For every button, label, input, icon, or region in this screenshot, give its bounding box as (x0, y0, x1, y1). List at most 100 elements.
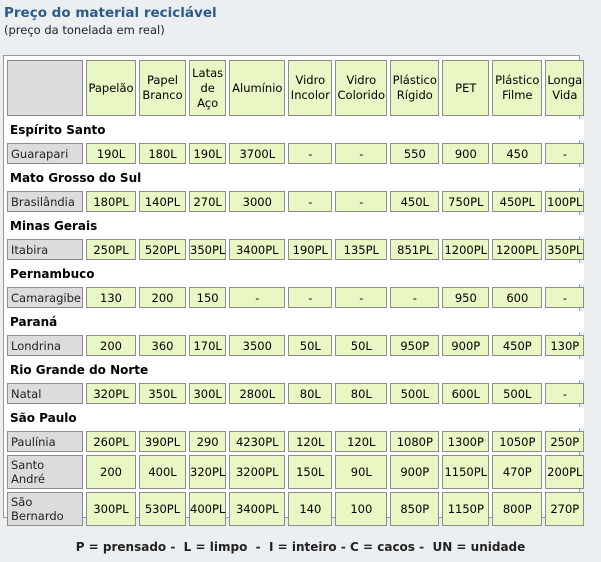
city-name: Londrina (7, 335, 83, 356)
price-cell: 350L (139, 383, 186, 404)
header-row: Papelão Papel Branco Latas de Aço Alumínio Vidr… (7, 60, 585, 116)
price-cell: 50L (335, 335, 388, 356)
price-cell: 900 (442, 143, 490, 164)
price-cell: 3400PL (229, 239, 286, 260)
price-cell: - (390, 287, 440, 308)
city-name: Brasilândia (7, 191, 83, 212)
price-cell: 1300P (442, 431, 490, 452)
price-cell: 50L (288, 335, 333, 356)
table-row: Camaragibe 130 200 150- - - -950 600- (7, 287, 585, 308)
table-row: Itabira 250PL 520PL 350PL 3400PL 190PL 135PL 85… (7, 239, 585, 260)
price-cell: 80L (335, 383, 388, 404)
price-cell: 190L (189, 143, 227, 164)
price-cell: 150L (288, 455, 333, 489)
column-header: Alumínio (229, 60, 286, 116)
price-cell: 190PL (288, 239, 333, 260)
price-cell: - (335, 191, 388, 212)
price-cell: 1200PL (492, 239, 543, 260)
table-row: Guarapari 190L 180L 190L 3700L - -550 900 450- (7, 143, 585, 164)
state-row: Mato Grosso do Sul (7, 167, 585, 188)
table-row: Paulínia 260PL 390PL 290 4230PL 120L 120L 1080P… (7, 431, 585, 452)
price-cell: - (288, 191, 333, 212)
state-name: Pernambuco (7, 263, 585, 284)
price-cell: 500L (492, 383, 543, 404)
city-name: Guarapari (7, 143, 83, 164)
column-header: Plástico Filme (492, 60, 543, 116)
price-cell: 1150PL (442, 455, 490, 489)
price-cell: 90L (335, 455, 388, 489)
price-cell: 3700L (229, 143, 286, 164)
legend: P = prensado - L = limpo - I = inteiro -… (75, 540, 526, 554)
price-cell: 320PL (189, 455, 227, 489)
state-name: São Paulo (7, 407, 585, 428)
price-cell: 3000 (229, 191, 286, 212)
price-cell: 135PL (335, 239, 388, 260)
price-cell: - (545, 287, 585, 308)
price-cell: 140PL (139, 191, 186, 212)
price-cell: 3400PL (229, 492, 286, 526)
price-cell: 200PL (545, 455, 585, 489)
state-name: Mato Grosso do Sul (7, 167, 585, 188)
price-cell: 150 (189, 287, 227, 308)
price-cell: 200 (139, 287, 186, 308)
state-row: Espírito Santo (7, 119, 585, 140)
price-cell: 400PL (189, 492, 227, 526)
city-name: Itabira (7, 239, 83, 260)
price-cell: 450 (492, 143, 543, 164)
price-cell: 390PL (139, 431, 186, 452)
state-row: São Paulo (7, 407, 585, 428)
price-cell: 300L (189, 383, 227, 404)
table-row: Brasilândia 180PL 140PL 270L 3000- -450L 750PL… (7, 191, 585, 212)
state-name: Espírito Santo (7, 119, 585, 140)
price-cell: - (335, 143, 388, 164)
price-table: Papelão Papel Branco Latas de Aço Alumínio Vidr… (4, 57, 587, 529)
price-cell: - (288, 143, 333, 164)
header-corner-cell (7, 60, 83, 116)
price-cell: 100PL (545, 191, 585, 212)
price-cell: 130P (545, 335, 585, 356)
column-header: Papel Branco (139, 60, 186, 116)
state-row: Paraná (7, 311, 585, 332)
price-cell: 1050P (492, 431, 543, 452)
price-cell: - (288, 287, 333, 308)
city-name: Natal (7, 383, 83, 404)
price-cell: 250PL (86, 239, 136, 260)
column-header: Plástico Rígido (390, 60, 440, 116)
price-cell: 600 (492, 287, 543, 308)
column-header: PET (442, 60, 490, 116)
price-cell: 140 (288, 492, 333, 526)
price-cell: 600L (442, 383, 490, 404)
price-cell: 550 (390, 143, 440, 164)
column-header: Papelão (86, 60, 136, 116)
price-cell: - (545, 383, 585, 404)
price-cell: 200 (86, 455, 136, 489)
price-cell: 950P (390, 335, 440, 356)
price-cell: 320PL (86, 383, 136, 404)
price-cell: 130 (86, 287, 136, 308)
city-name: São Bernardo (7, 492, 83, 526)
price-cell: 500L (390, 383, 440, 404)
price-cell: 80L (288, 383, 333, 404)
column-header: Longa Vida (545, 60, 585, 116)
table-row: São Bernardo 300PL 530PL 400PL 3400PL 140 100 85… (7, 492, 585, 526)
price-cell: 260PL (86, 431, 136, 452)
price-cell: 530PL (139, 492, 186, 526)
price-cell: 350PL (189, 239, 227, 260)
price-cell: 520PL (139, 239, 186, 260)
price-cell: 3200PL (229, 455, 286, 489)
price-cell: 300PL (86, 492, 136, 526)
price-cell: 200 (86, 335, 136, 356)
price-cell: 1200PL (442, 239, 490, 260)
price-cell: 190L (86, 143, 136, 164)
state-row: Pernambuco (7, 263, 585, 284)
city-name: Santo André (7, 455, 83, 489)
price-cell: 180L (139, 143, 186, 164)
state-row: Minas Gerais (7, 215, 585, 236)
state-name: Rio Grande do Norte (7, 359, 585, 380)
state-row: Rio Grande do Norte (7, 359, 585, 380)
price-cell: 851PL (390, 239, 440, 260)
price-cell: 3500 (229, 335, 286, 356)
column-header: Vidro Colorido (335, 60, 388, 116)
state-name: Paraná (7, 311, 585, 332)
price-cell: - (229, 287, 286, 308)
